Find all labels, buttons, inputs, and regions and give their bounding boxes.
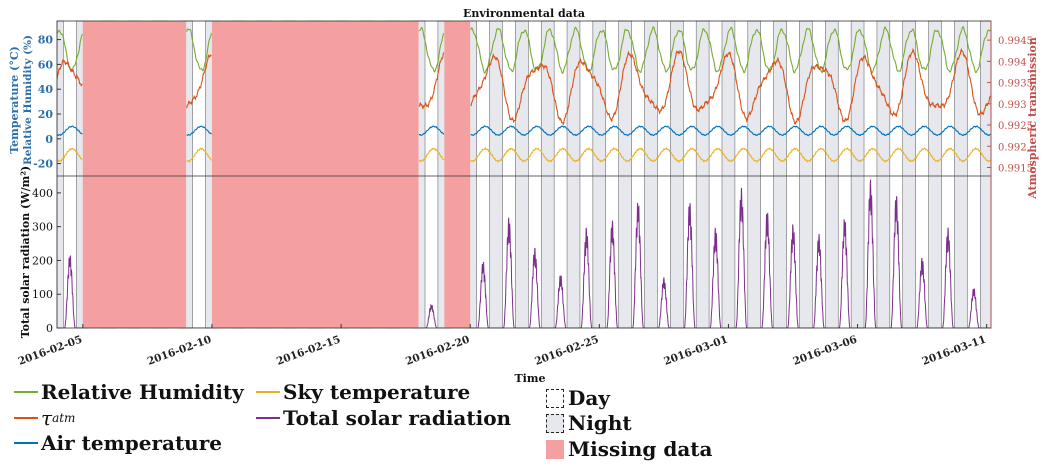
x-tick-label: 2016-03-01 — [662, 334, 729, 368]
x-tick-label: 2016-03-06 — [791, 334, 858, 368]
top-panel-series — [57, 25, 991, 163]
y-axis-label-solar-radiation: Total solar radiation (W/m²) — [19, 166, 32, 339]
night-band — [850, 20, 865, 329]
x-tick-label: 2016-02-20 — [404, 334, 471, 368]
night-band — [799, 20, 813, 329]
y-tick-label-right: 0.9925 — [998, 121, 1033, 132]
night-band — [928, 20, 942, 329]
legend-label: Missing data — [568, 437, 713, 461]
y-tick-label-right: 0.9945 — [998, 36, 1033, 47]
y-tick-label-right: 0.9915 — [998, 164, 1033, 175]
legend-item-night: Night — [546, 411, 632, 435]
legend-label: Relative Humidity — [41, 380, 244, 404]
night-band — [979, 20, 992, 329]
series-total-solar-radiation — [57, 179, 991, 328]
y-tick-label-bottom: 200 — [32, 254, 53, 267]
legend-swatch — [14, 442, 38, 444]
bottom-panel-series — [57, 179, 991, 328]
legend-swatch — [546, 388, 564, 408]
legend-swatch — [546, 439, 564, 459]
y-tick-label-bottom: 400 — [32, 187, 53, 200]
background-bands — [56, 20, 992, 329]
legend-label: Sky temperature — [283, 380, 471, 404]
y-tick-label-left: 20 — [38, 108, 54, 121]
legend-label: Day — [568, 386, 610, 410]
legend-item-relative-humidity: Relative Humidity — [14, 380, 244, 404]
x-tick-label: 2016-03-11 — [920, 334, 987, 368]
legend-item-missing-data: Missing data — [546, 437, 712, 461]
y-axis-label-temperature: Temperature (°C) — [8, 46, 21, 154]
night-band — [902, 20, 916, 329]
missing-data-band — [82, 21, 187, 328]
night-band — [721, 20, 736, 329]
y-axis-label-humidity: Relative Humidity (%) — [22, 35, 34, 165]
y-tick-label-left: -20 — [33, 158, 53, 171]
night-band — [489, 20, 503, 329]
y-axis-label-atmospheric-transmission: Atmospheric transmission — [1026, 37, 1039, 200]
series-air-temperature — [57, 125, 991, 137]
legend-item-tau-atm: τ atm — [14, 406, 75, 430]
y-tick-label-right: 0.993 — [998, 100, 1027, 111]
legend-label: τ — [41, 406, 53, 430]
night-band — [592, 20, 607, 329]
legend-item-air-temperature: Air temperature — [14, 431, 222, 455]
y-tick-label-left: 60 — [38, 58, 54, 71]
data-series — [57, 25, 991, 328]
night-band — [644, 20, 658, 329]
legend-item-day: Day — [546, 386, 610, 410]
y-tick-label-right: 0.994 — [998, 57, 1027, 68]
legend-item-total-solar-radiation: Total solar radiation — [256, 406, 511, 430]
night-band — [825, 20, 839, 329]
x-axis-label: Time — [514, 372, 545, 385]
legend-label-sub: atm — [52, 411, 76, 425]
y-tick-label-left: 80 — [38, 34, 54, 47]
y-tick-label-bottom: 100 — [32, 288, 53, 301]
legend-item-sky-temperature: Sky temperature — [256, 380, 470, 404]
night-band — [515, 20, 529, 329]
legend-swatch — [14, 391, 38, 393]
y-tick-label-left: 0 — [45, 133, 53, 146]
legend-swatch — [14, 417, 38, 419]
legend-swatch — [546, 413, 564, 433]
legend-swatch — [256, 417, 280, 419]
chart-title: Environmental data — [463, 7, 585, 20]
legend-label: Total solar radiation — [283, 406, 512, 430]
y-tick-label-left: 40 — [38, 83, 54, 96]
missing-data-band — [211, 21, 419, 328]
x-tick-label: 2016-02-15 — [275, 334, 342, 368]
legend-swatch — [256, 391, 280, 393]
legend-label: Air temperature — [41, 431, 222, 455]
night-band — [876, 20, 891, 329]
y-tick-label-bottom: 0 — [46, 322, 53, 335]
x-tick-label: 2016-02-25 — [533, 334, 600, 368]
night-band — [747, 20, 761, 329]
series-tau-atm — [57, 47, 991, 126]
y-tick-label-right: 0.9935 — [998, 79, 1033, 90]
night-band — [695, 20, 710, 329]
y-tick-label-right: 0.992 — [998, 142, 1027, 153]
legend-label: Night — [568, 411, 632, 435]
series-sky-temperature — [57, 146, 991, 163]
missing-data-band — [444, 21, 471, 328]
y-tick-label-bottom: 300 — [32, 221, 53, 234]
night-band — [618, 20, 632, 329]
night-band — [954, 20, 968, 329]
night-band — [670, 20, 684, 329]
x-tick-label: 2016-02-10 — [146, 334, 213, 368]
